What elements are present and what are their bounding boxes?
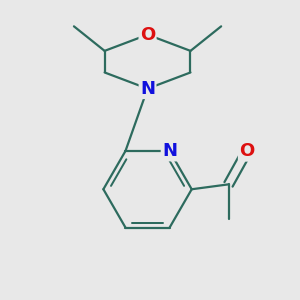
- Text: N: N: [162, 142, 177, 160]
- Text: N: N: [140, 80, 155, 98]
- Text: O: O: [239, 142, 254, 160]
- Text: O: O: [140, 26, 155, 44]
